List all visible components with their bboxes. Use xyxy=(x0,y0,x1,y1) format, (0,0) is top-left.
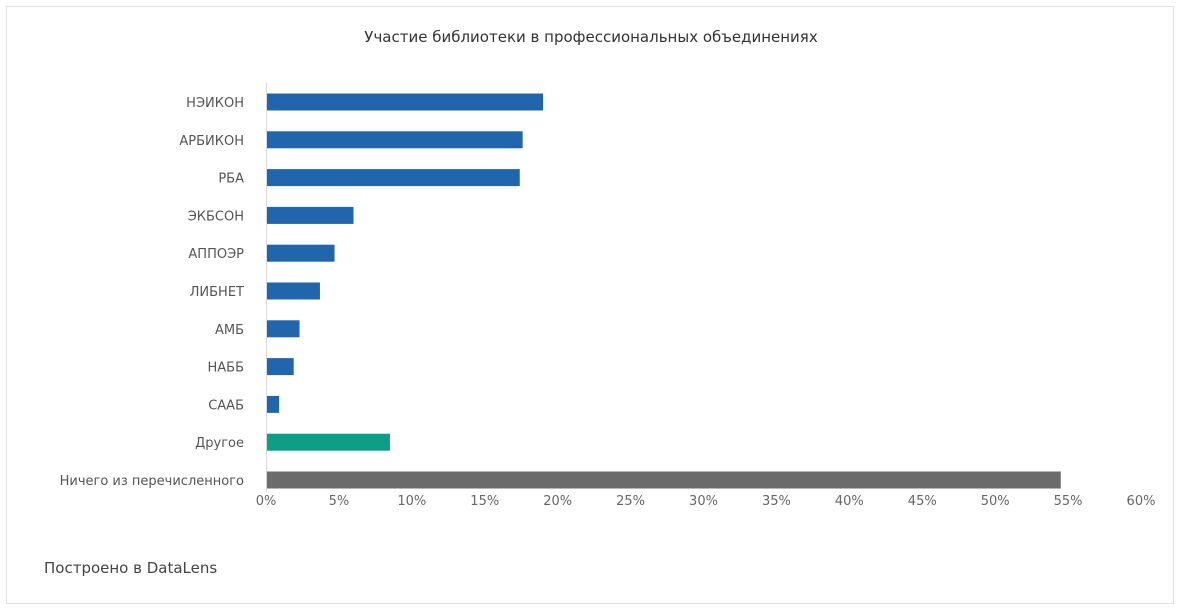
category-label: Ничего из перечисленного xyxy=(60,474,244,489)
bar[interactable] xyxy=(267,206,354,224)
x-tick-label: 60% xyxy=(1127,494,1156,509)
bar[interactable] xyxy=(267,282,320,300)
x-tick-label: 35% xyxy=(762,494,791,509)
x-tick-label: 55% xyxy=(1054,494,1083,509)
x-tick-label: 5% xyxy=(329,494,350,509)
category-label: НЭИКОН xyxy=(186,96,244,111)
chart-frame xyxy=(6,6,1174,604)
bar[interactable] xyxy=(267,93,544,111)
x-tick-label: 20% xyxy=(543,494,572,509)
bar[interactable] xyxy=(267,395,280,413)
bar[interactable] xyxy=(267,358,294,376)
bar[interactable] xyxy=(267,169,520,187)
category-label: АРБИКОН xyxy=(179,134,244,149)
x-tick-label: 10% xyxy=(397,494,426,509)
category-label: АППОЭР xyxy=(188,247,244,262)
x-tick-label: 40% xyxy=(835,494,864,509)
x-tick-label: 15% xyxy=(470,494,499,509)
bar[interactable] xyxy=(267,320,300,338)
category-label: ЭКБСОН xyxy=(188,209,244,224)
bar[interactable] xyxy=(267,131,523,149)
bar[interactable] xyxy=(267,244,335,262)
x-tick-label: 25% xyxy=(616,494,645,509)
bar[interactable] xyxy=(267,471,1061,489)
category-label: ЛИБНЕТ xyxy=(190,285,244,300)
category-label: СААБ xyxy=(208,398,244,413)
x-tick-label: 30% xyxy=(689,494,718,509)
category-label: РБА xyxy=(218,172,244,187)
category-label: НАББ xyxy=(207,361,244,376)
x-tick-label: 50% xyxy=(981,494,1010,509)
x-tick-label: 45% xyxy=(908,494,937,509)
category-label: Другое xyxy=(195,436,244,451)
bar[interactable] xyxy=(267,433,390,451)
category-label: АМБ xyxy=(215,323,244,338)
chart-title: Участие библиотеки в профессиональных об… xyxy=(364,28,818,46)
x-tick-label: 0% xyxy=(256,494,277,509)
footer-credit: Построено в DataLens xyxy=(44,559,218,577)
